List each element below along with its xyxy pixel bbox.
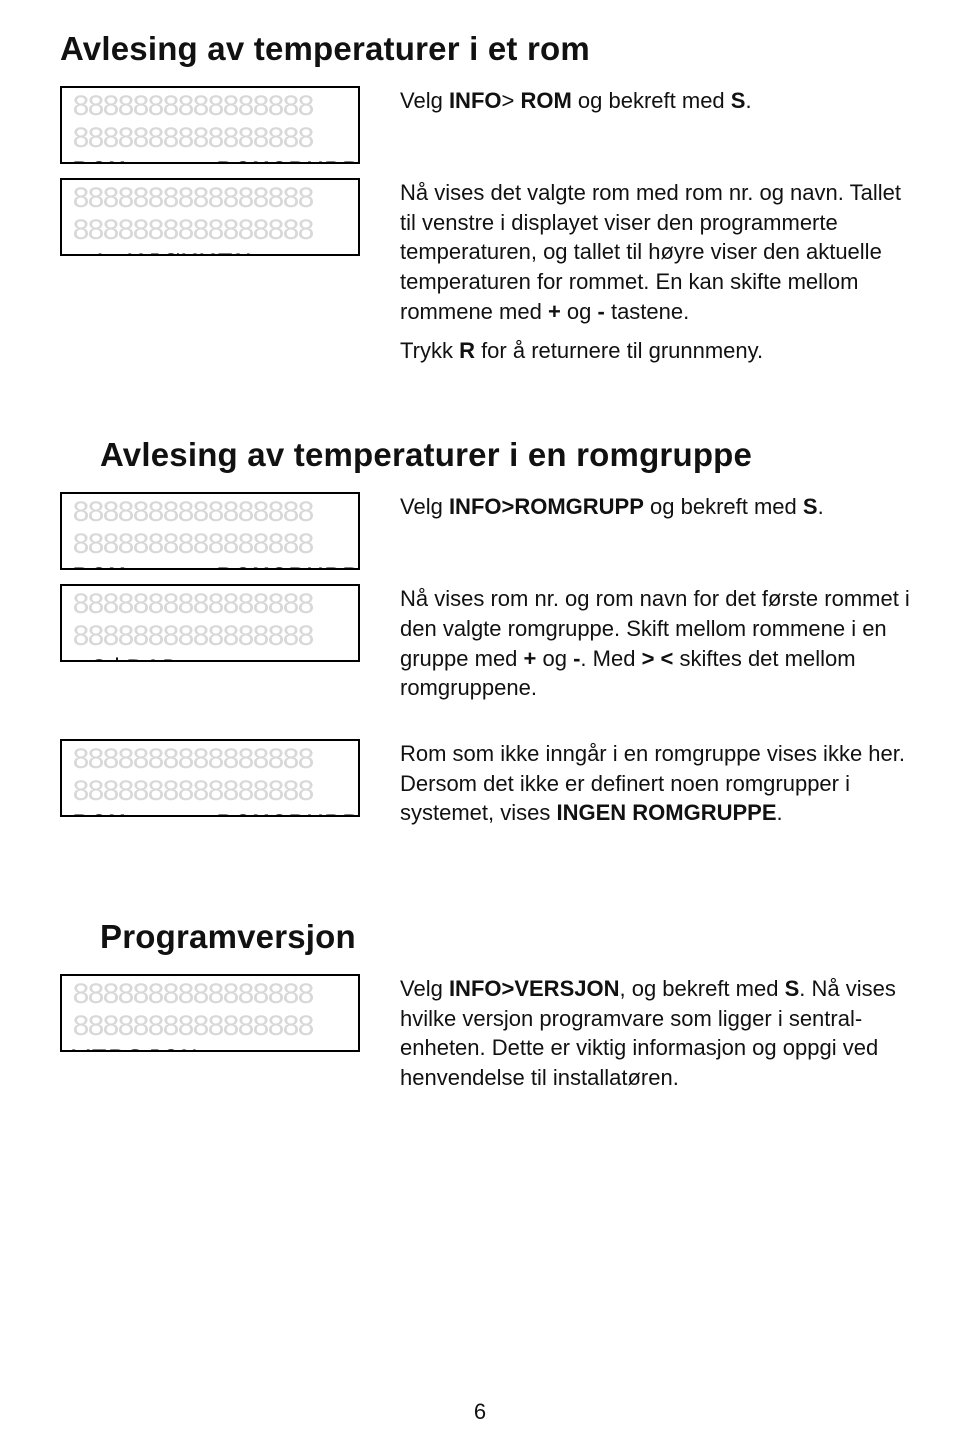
t: . Med bbox=[580, 646, 641, 671]
t: og bbox=[561, 299, 598, 324]
t: > < bbox=[642, 646, 674, 671]
lcd-line1: 1 KJØKKEN----- bbox=[72, 250, 348, 256]
row-display-ingen: 8888888888888888 8888888888888888 ROM RO… bbox=[60, 739, 920, 838]
desc-room-shown: Nå vises det valgte rom med rom nr. og n… bbox=[400, 178, 920, 376]
t: Velg bbox=[400, 88, 449, 113]
t: og bekreft med bbox=[644, 494, 803, 519]
t: Velg bbox=[400, 976, 449, 1001]
lcd-display-romgrupp-menu: 8888888888888888 8888888888888888 ROM RO… bbox=[60, 492, 360, 570]
heading-programversjon: Programversjon bbox=[100, 918, 920, 956]
desc-roomgroup-nav: Nå vises rom nr. og rom navn for det før… bbox=[400, 584, 920, 713]
t: . bbox=[745, 88, 751, 113]
lcd-line1: ROM ROMGRUPP bbox=[72, 564, 348, 570]
lcd-line1: ROM ROMGRUPP bbox=[72, 811, 348, 817]
t: og bekreft med bbox=[572, 88, 731, 113]
heading-room-temperatures: Avlesing av temperaturer i et rom bbox=[60, 30, 920, 68]
t: - bbox=[598, 299, 605, 324]
lcd-line1: 2*BAD--------- bbox=[72, 656, 348, 662]
t: INFO>ROMGRUPP bbox=[449, 494, 644, 519]
lcd-display-kitchen: 8888888888888888 8888888888888888 1 KJØK… bbox=[60, 178, 360, 256]
t: > bbox=[502, 88, 521, 113]
t: for å returnere til grunnmeny. bbox=[475, 338, 763, 363]
t: . bbox=[777, 800, 783, 825]
row-display-rom: 8888888888888888 8888888888888888 ROM RO… bbox=[60, 86, 920, 164]
t: INFO>VERSJON bbox=[449, 976, 620, 1001]
lcd-display-versjon: 8888888888888888 8888888888888888 VERSJO… bbox=[60, 974, 360, 1052]
lcd-line1: VERSJON bbox=[72, 1046, 348, 1052]
desc-select-info-rom: Velg INFO> ROM og bekreft med S. bbox=[400, 86, 920, 126]
lcd-display-bad: 8888888888888888 8888888888888888 2*BAD-… bbox=[60, 584, 360, 662]
lcd-display-rom-menu: 8888888888888888 8888888888888888 ROM RO… bbox=[60, 86, 360, 164]
row-display-versjon: 8888888888888888 8888888888888888 VERSJO… bbox=[60, 974, 920, 1103]
row-display-bad: 8888888888888888 8888888888888888 2*BAD-… bbox=[60, 584, 920, 713]
t: . bbox=[818, 494, 824, 519]
t: Velg bbox=[400, 494, 449, 519]
desc-versjon: Velg INFO>VERSJON, og bekreft med S. Nå … bbox=[400, 974, 920, 1103]
row-display-romgrupp: 8888888888888888 8888888888888888 ROM RO… bbox=[60, 492, 920, 570]
lcd-display-ingen-romgruppe: 8888888888888888 8888888888888888 ROM RO… bbox=[60, 739, 360, 817]
desc-select-romgrupp: Velg INFO>ROMGRUPP og bekreft med S. bbox=[400, 492, 920, 532]
t: R bbox=[459, 338, 475, 363]
t: S bbox=[785, 976, 800, 1001]
page-number: 6 bbox=[0, 1399, 960, 1425]
t: Trykk bbox=[400, 338, 459, 363]
t: INGEN ROMGRUPPE bbox=[556, 800, 776, 825]
t: , og bekreft med bbox=[619, 976, 784, 1001]
t: S bbox=[731, 88, 746, 113]
t: S bbox=[803, 494, 818, 519]
desc-ingen-romgruppe: Rom som ikke inngår i en romgruppe vises… bbox=[400, 739, 920, 838]
t: tastene. bbox=[605, 299, 689, 324]
heading-roomgroup-temperatures: Avlesing av temperaturer i en romgruppe bbox=[100, 436, 920, 474]
t: INFO bbox=[449, 88, 502, 113]
t: ROM bbox=[520, 88, 571, 113]
t: og bbox=[536, 646, 573, 671]
row-display-kitchen: 8888888888888888 8888888888888888 1 KJØK… bbox=[60, 178, 920, 376]
t: + bbox=[524, 646, 537, 671]
lcd-line1: ROM ROMGRUPP bbox=[72, 158, 348, 164]
t: + bbox=[548, 299, 561, 324]
